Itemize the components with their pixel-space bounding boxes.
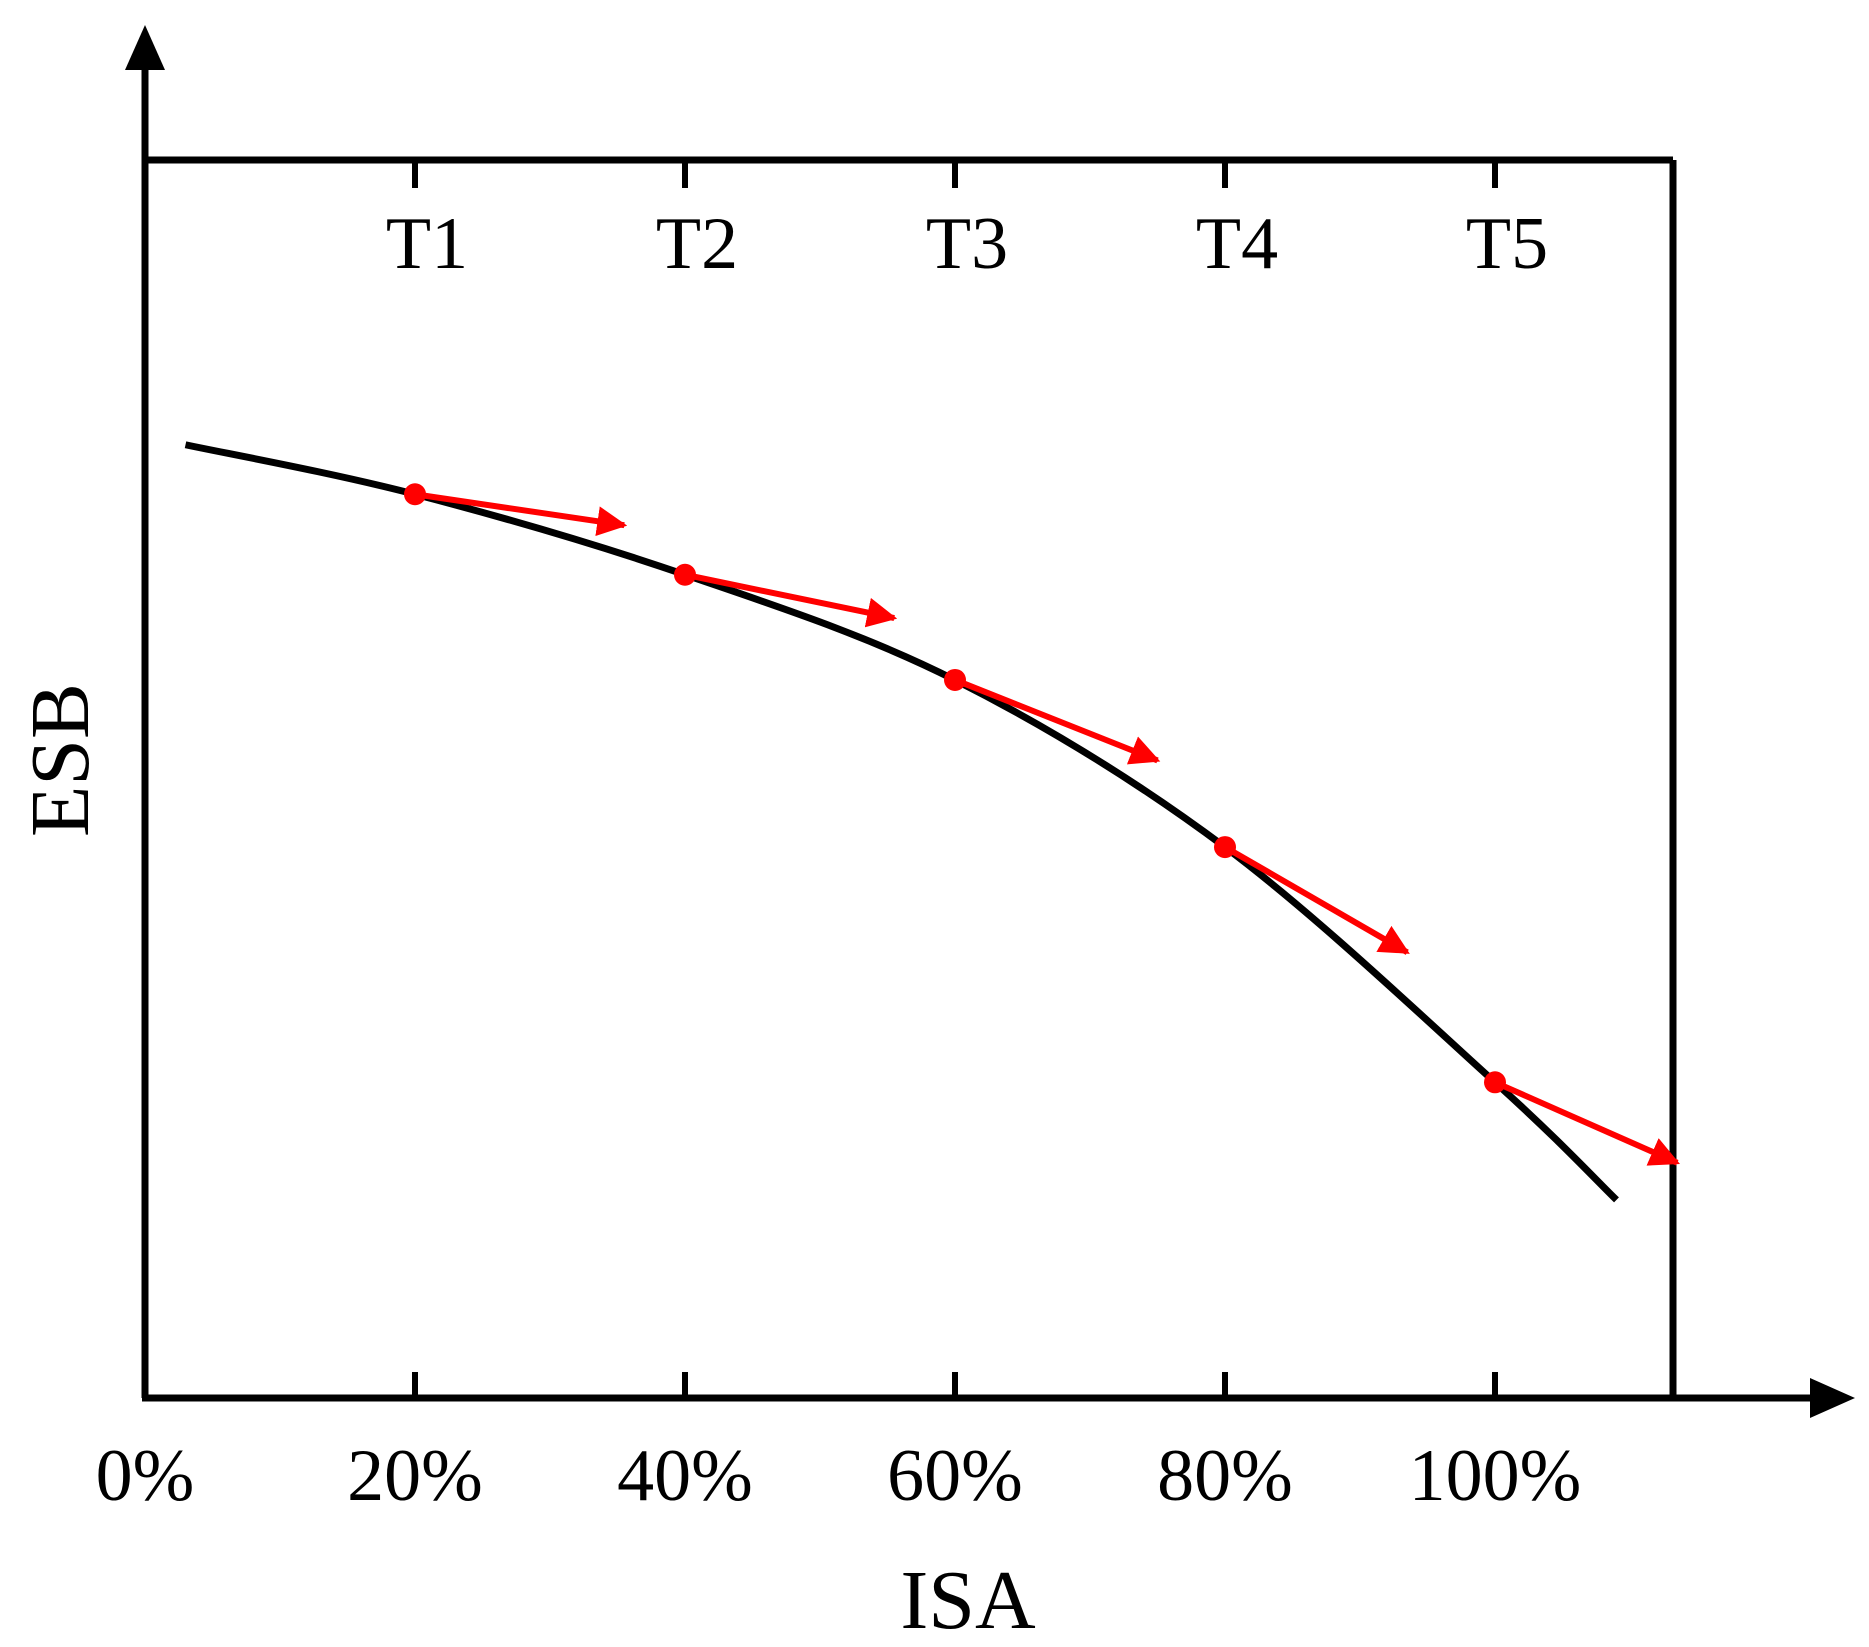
top-tick-label: T5 <box>1466 203 1548 285</box>
tangent-arrow <box>1223 844 1410 955</box>
data-point <box>944 668 966 691</box>
data-point <box>1484 1071 1506 1094</box>
top-tick-label: T3 <box>926 203 1008 285</box>
x-tick-label: 80% <box>1157 1435 1293 1517</box>
tangent-arrow <box>414 491 628 537</box>
top-tick-group: T1 T2 T3 T4 T5 <box>386 160 1548 285</box>
tangent-arrow <box>953 677 1161 765</box>
x-tick-label: 60% <box>887 1435 1023 1517</box>
tangent-arrow <box>684 571 898 628</box>
x-tick-label: 100% <box>1409 1435 1582 1517</box>
data-point <box>674 563 696 586</box>
esb-curve <box>184 441 1619 1203</box>
data-point <box>404 483 426 506</box>
top-tick-label: T1 <box>386 203 468 285</box>
data-point <box>1214 836 1236 859</box>
y-axis-label: ESB <box>14 683 107 837</box>
top-tick-label: T4 <box>1196 203 1278 285</box>
x-tick-group: 0% 20% 40% 60% 80% 100% <box>96 1372 1582 1517</box>
x-axis-arrowhead <box>1810 1378 1855 1418</box>
point-group <box>404 483 1506 1094</box>
x-axis-label: ISA <box>900 1554 1036 1647</box>
top-tick-label: T2 <box>656 203 738 285</box>
x-tick-label: 40% <box>617 1435 753 1517</box>
tangent-arrow-group <box>414 491 1680 1166</box>
tangent-arrow <box>1493 1079 1680 1166</box>
x-tick-label: 20% <box>347 1435 483 1517</box>
y-axis-arrowhead <box>125 25 165 70</box>
x-tick-label: 0% <box>96 1435 195 1517</box>
